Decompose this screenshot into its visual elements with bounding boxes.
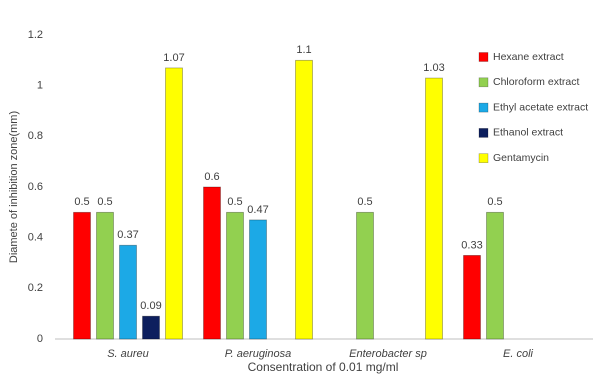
data-label: 0.37 (117, 229, 138, 241)
bar (165, 67, 183, 340)
legend-label: Gentamycin (493, 152, 549, 164)
data-label: 1.03 (423, 62, 444, 74)
bar (425, 77, 443, 340)
legend-swatch (478, 77, 489, 88)
bar (119, 244, 137, 340)
y-tick-label: 0.8 (28, 130, 43, 142)
y-tick-label: 1 (37, 80, 43, 92)
y-tick-label: 0 (37, 333, 43, 345)
x-tick-label: S. aureu (107, 348, 149, 360)
data-label: 1.1 (296, 44, 311, 56)
y-tick-label: 0.6 (28, 181, 43, 193)
x-tick-label: Enterobacter sp (349, 348, 427, 360)
bar (356, 211, 374, 340)
data-label: 1.07 (163, 52, 184, 64)
legend-swatch (478, 52, 489, 62)
legend-swatch (478, 102, 489, 113)
data-label: 0.5 (227, 196, 242, 208)
x-tick-label: P. aeruginosa (225, 348, 291, 360)
data-label: 0.5 (357, 196, 372, 208)
bar (486, 211, 504, 340)
x-axis-title: Consentration of 0.01 mg/ml (248, 360, 399, 374)
bar (203, 186, 221, 340)
bar (226, 211, 244, 340)
bar (463, 254, 481, 340)
legend-swatch (478, 128, 489, 138)
legend-label: Ethanol extract (493, 127, 563, 139)
data-label: 0.5 (487, 196, 502, 208)
data-label: 0.5 (74, 196, 89, 208)
legend-label: Chloroform extract (493, 76, 579, 88)
data-label: 0.47 (247, 204, 268, 216)
data-label: 0.09 (140, 300, 161, 312)
data-label: 0.6 (204, 171, 219, 183)
x-tick-label: E. coli (503, 348, 534, 360)
y-tick-label: 0.2 (28, 282, 43, 294)
y-axis-title: Diamete of inhibition zone(mm) (8, 111, 20, 263)
bar (96, 211, 114, 340)
legend-swatch (478, 153, 489, 163)
bar (73, 211, 91, 340)
data-label: 0.5 (97, 196, 112, 208)
legend-label: Ethyl acetate extract (493, 101, 588, 113)
legend-label: Hexane extract (493, 51, 564, 63)
bar (295, 59, 313, 340)
bar (142, 315, 160, 340)
data-label: 0.33 (461, 239, 482, 251)
bar (249, 219, 267, 340)
y-tick-label: 0.4 (28, 232, 43, 244)
y-tick-label: 1.2 (28, 29, 43, 41)
